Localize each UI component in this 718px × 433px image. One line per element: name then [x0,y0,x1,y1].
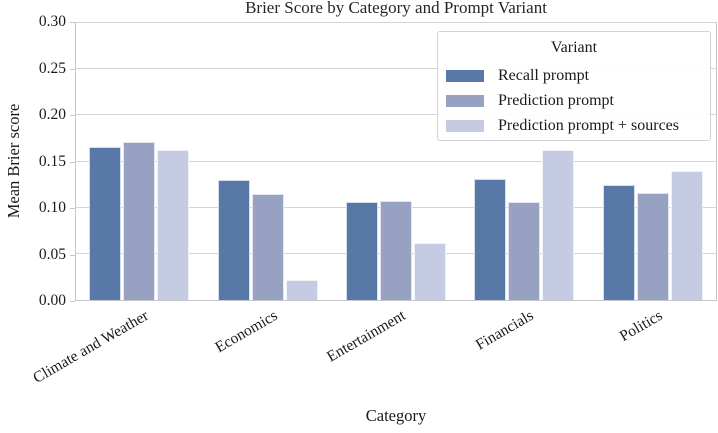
bar-group [332,23,460,300]
legend-row: Prediction prompt + sources [438,113,710,138]
y-tick-label: 0.05 [38,245,66,263]
bar-group [589,23,717,300]
bar [89,146,122,300]
y-tick-mark [70,208,75,209]
gridline [76,114,716,116]
chart-title: Brier Score by Category and Prompt Varia… [245,0,547,17]
legend-label: Prediction prompt [498,91,614,109]
y-tick-mark [70,161,75,163]
bar [636,192,669,300]
y-tick-mark [70,254,75,256]
bar [251,193,284,300]
legend-swatch [446,119,484,132]
y-tick-mark [70,301,75,302]
gridline [76,68,716,70]
legend-label: Prediction prompt + sources [498,116,679,134]
legend-rows: Recall prompt Prediction prompt Prediction… [438,63,710,138]
bar [379,201,412,300]
bar [285,279,318,300]
gridline [76,22,716,23]
y-tick-label: 0.25 [38,59,66,77]
y-tick-label: 0.00 [38,292,66,309]
legend-swatch [446,69,484,82]
y-tick-mark [70,68,75,70]
legend-label: Recall prompt [498,66,590,84]
y-tick-label: 0.15 [38,152,66,170]
bar-group [75,23,203,300]
legend: Variant Recall prompt Prediction prompt Pr… [437,31,711,141]
y-tick-label: 0.30 [38,13,66,30]
bar [217,179,250,300]
y-tick-mark [70,115,75,116]
bar [602,184,635,300]
bar [413,242,446,300]
bar [670,170,703,300]
bar [345,202,378,300]
legend-row: Prediction prompt [438,88,710,113]
bar [542,149,575,300]
legend-swatch [446,94,484,107]
bar [508,202,541,300]
y-tick-mark [70,22,75,23]
bar [157,150,190,300]
bar-group [460,23,588,300]
legend-title: Variant [550,39,598,56]
bar-group [203,23,331,300]
bar [123,142,156,300]
y-tick-label: 0.20 [38,106,66,123]
bar [474,179,507,300]
x-axis-label: Category [365,406,427,425]
legend-row: Recall prompt [438,63,710,88]
y-tick-label: 0.10 [38,199,66,216]
gridline [76,160,716,162]
